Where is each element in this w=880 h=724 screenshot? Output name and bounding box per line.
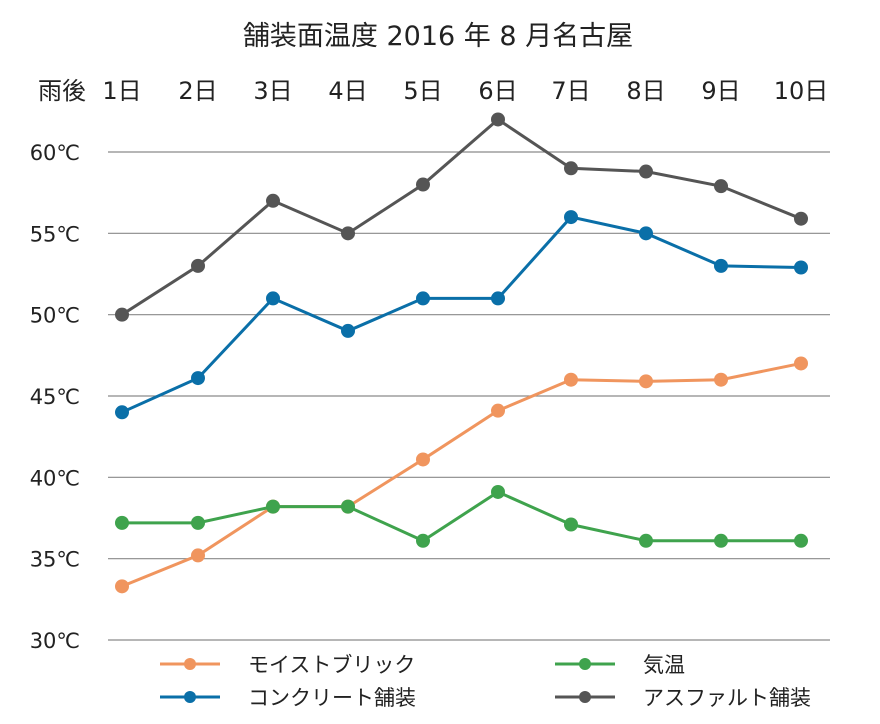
x-tick-label: 8日: [626, 77, 665, 105]
x-tick-label: 4日: [328, 77, 367, 105]
data-point: [564, 161, 578, 176]
y-tick-label: 50℃: [30, 304, 80, 328]
legend-label: アスファルト舗装: [643, 686, 811, 710]
legend-marker: [184, 691, 196, 703]
x-tick-label: 2日: [178, 77, 217, 105]
data-point: [714, 533, 728, 548]
data-point: [714, 372, 728, 387]
chart-title: 舗装面温度 2016 年 8 月名古屋: [243, 21, 633, 52]
x-tick-label: 1日: [102, 77, 141, 105]
legend-marker: [579, 691, 591, 703]
x-header-label: 雨後: [38, 77, 86, 105]
x-tick-label: 6日: [478, 77, 517, 105]
y-tick-label: 45℃: [30, 385, 80, 409]
data-point: [794, 260, 808, 275]
y-tick-label: 30℃: [30, 629, 80, 653]
data-point: [341, 323, 355, 338]
data-point: [416, 533, 430, 548]
series-アスファルト舗装: [115, 112, 808, 322]
x-tick-label: 10日: [774, 77, 829, 105]
data-point: [491, 484, 505, 499]
data-point: [416, 452, 430, 467]
series-line: [122, 490, 801, 543]
legend-item: コンクリート舗装: [160, 686, 416, 710]
data-point: [266, 193, 280, 208]
legend-marker: [579, 658, 591, 670]
y-tick-label: 60℃: [30, 141, 80, 165]
legend-item: アスファルト舗装: [555, 686, 811, 710]
data-point: [115, 405, 129, 420]
y-tick-label: 40℃: [30, 466, 80, 490]
data-point: [639, 374, 653, 389]
data-point: [491, 112, 505, 127]
series-モイストブリック: [115, 356, 808, 594]
legend-label: モイストブリック: [248, 653, 415, 677]
data-point: [491, 403, 505, 418]
legend-item: 気温: [555, 653, 685, 677]
legend-item: モイストブリック: [160, 653, 415, 677]
data-point: [191, 371, 205, 386]
legend-label: コンクリート舗装: [248, 686, 416, 710]
data-point: [416, 177, 430, 192]
data-point: [191, 515, 205, 530]
legend-label: 気温: [643, 653, 685, 677]
series-line: [121, 117, 802, 316]
x-tick-label: 7日: [551, 77, 590, 105]
data-point: [341, 226, 355, 241]
data-point: [564, 517, 578, 532]
data-point: [115, 307, 129, 322]
data-point: [714, 258, 728, 273]
series-気温: [115, 484, 808, 548]
series-line: [121, 361, 802, 588]
data-point: [639, 226, 653, 241]
data-point: [794, 211, 808, 226]
data-point: [191, 548, 205, 563]
data-point: [794, 356, 808, 371]
data-point: [341, 499, 355, 514]
data-point: [266, 291, 280, 306]
data-point: [191, 258, 205, 273]
data-point: [564, 210, 578, 225]
x-tick-label: 5日: [403, 77, 442, 105]
data-point: [714, 179, 728, 194]
data-point: [115, 579, 129, 594]
series-line: [121, 215, 802, 414]
data-point: [491, 291, 505, 306]
data-point: [639, 533, 653, 548]
data-point: [416, 291, 430, 306]
y-tick-label: 35℃: [30, 548, 80, 572]
x-tick-label: 9日: [701, 77, 740, 105]
y-tick-label: 55℃: [30, 222, 80, 246]
legend-marker: [184, 658, 196, 670]
x-tick-label: 3日: [253, 77, 292, 105]
series-コンクリート舗装: [115, 210, 808, 420]
data-point: [564, 372, 578, 387]
data-point: [794, 533, 808, 548]
data-point: [639, 164, 653, 179]
data-point: [266, 499, 280, 514]
data-point: [115, 515, 129, 530]
